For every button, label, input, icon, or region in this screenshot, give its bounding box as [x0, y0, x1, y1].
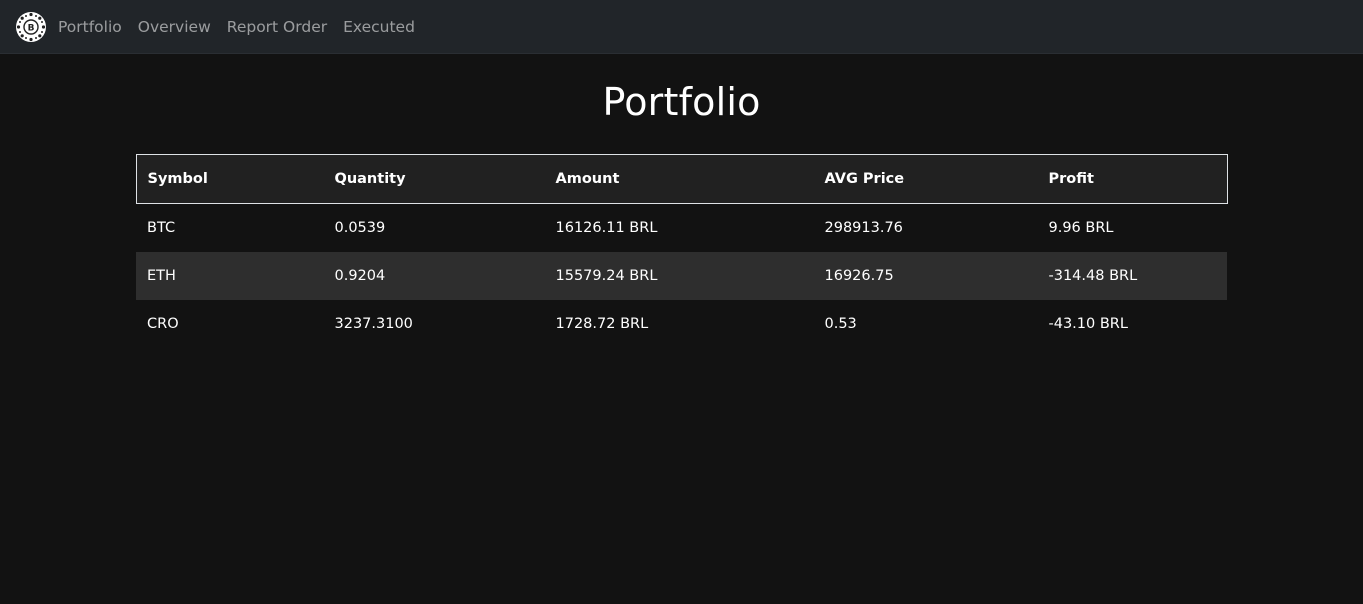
portfolio-table: Symbol Quantity Amount AVG Price Profit … [135, 154, 1228, 349]
cell-symbol: ETH [147, 268, 176, 284]
cell-quantity: 0.0539 [334, 220, 386, 236]
cell-symbol: CRO [147, 316, 179, 332]
bitcoin-badge-icon[interactable]: B [15, 11, 47, 43]
svg-text:B: B [28, 23, 35, 33]
table-body: BTC 0.0539 16126.11 BRL 298913.76 9.96 B… [136, 204, 1227, 349]
column-header-profit: Profit [1037, 154, 1228, 204]
cell-quantity: 0.9204 [334, 268, 386, 284]
column-header-symbol: Symbol [135, 154, 324, 204]
cell-profit: 9.96 BRL [1048, 220, 1114, 236]
cell-profit: -314.48 BRL [1048, 268, 1138, 284]
column-header-quantity: Quantity [323, 154, 545, 204]
nav-link-report-order[interactable]: Report Order [226, 17, 328, 36]
nav-links: Portfolio Overview Report Order Executed [58, 18, 431, 36]
cell-quantity: 3237.3100 [334, 316, 413, 332]
table-row: CRO 3237.3100 1728.72 BRL 0.53 -43.10 BR… [136, 300, 1227, 348]
cell-symbol: BTC [147, 220, 176, 236]
cell-amount: 16126.11 BRL [555, 220, 658, 236]
column-header-avg-price: AVG Price [813, 154, 1038, 204]
table-header: Symbol Quantity Amount AVG Price Profit [135, 154, 1228, 204]
cell-amount: 15579.24 BRL [555, 268, 658, 284]
cell-profit: -43.10 BRL [1048, 316, 1128, 332]
column-header-amount: Amount [544, 154, 814, 204]
nav-link-portfolio[interactable]: Portfolio [58, 17, 122, 36]
nav-link-executed[interactable]: Executed [343, 17, 415, 36]
cell-avg-price: 16926.75 [824, 268, 894, 284]
table-row: BTC 0.0539 16126.11 BRL 298913.76 9.96 B… [136, 204, 1227, 253]
table-row: ETH 0.9204 15579.24 BRL 16926.75 -314.48… [136, 252, 1227, 300]
nav-link-overview[interactable]: Overview [137, 17, 211, 36]
navbar: B Portfolio Overview Report Order Execut… [0, 0, 1363, 54]
main-content: Portfolio Symbol Quantity Amount AVG Pri… [135, 79, 1228, 349]
cell-amount: 1728.72 BRL [555, 316, 649, 332]
page-title: Portfolio [602, 80, 761, 124]
table-header-row: Symbol Quantity Amount AVG Price Profit [135, 154, 1228, 204]
cell-avg-price: 0.53 [824, 316, 857, 332]
cell-avg-price: 298913.76 [824, 220, 903, 236]
